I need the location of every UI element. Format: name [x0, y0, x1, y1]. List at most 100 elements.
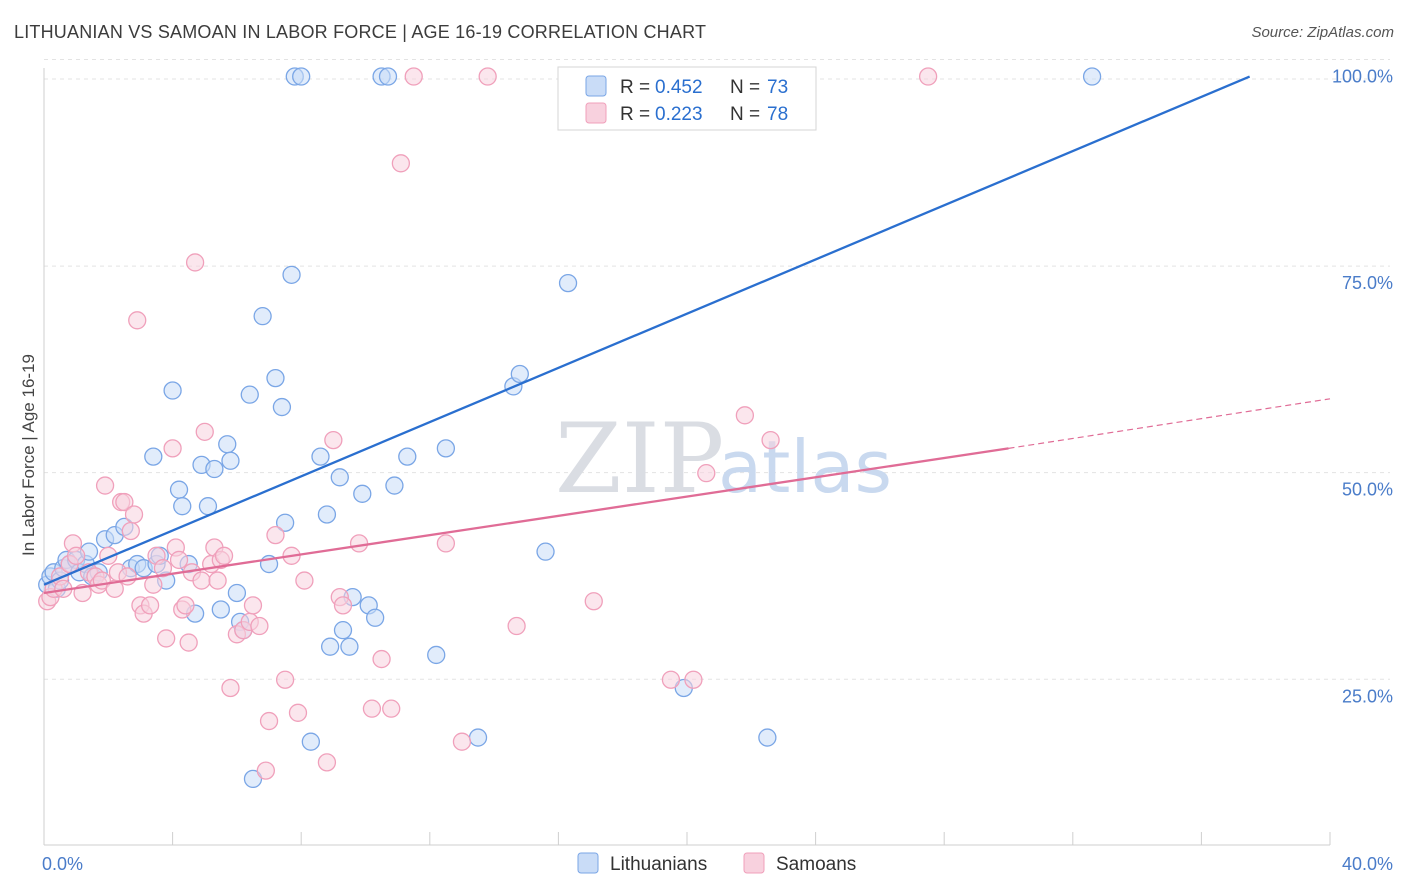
- data-point-samoans: [391, 154, 411, 173]
- data-point-samoans: [67, 546, 86, 565]
- data-point-samoans: [697, 464, 716, 483]
- data-point-samoans: [333, 596, 353, 615]
- legend-n-label-1: N =: [730, 77, 760, 98]
- data-point-samoans: [735, 406, 755, 425]
- data-point-samoans: [266, 525, 285, 545]
- data-point-samoans: [478, 67, 497, 86]
- data-point-lithuanians: [353, 484, 372, 503]
- y-tick-label: 50.0%: [1342, 480, 1393, 500]
- data-points: [38, 67, 1102, 789]
- data-point-lithuanians: [218, 435, 237, 454]
- data-point-lithuanians: [282, 265, 301, 284]
- legend-r-value-2: 0.223: [655, 104, 703, 125]
- data-point-samoans: [124, 505, 144, 524]
- legend-swatch-samoans: [585, 102, 607, 124]
- series-label-samoans: Samoans: [776, 854, 856, 875]
- x-tick-label: 40.0%: [1342, 854, 1393, 874]
- legend-r-label-1: R =: [620, 77, 650, 98]
- y-axis-label: In Labor Force | Age 16-19: [19, 354, 38, 556]
- data-point-lithuanians: [378, 67, 398, 86]
- data-point-lithuanians: [301, 732, 320, 751]
- data-point-lithuanians: [365, 608, 385, 627]
- legend-r-value-1: 0.452: [655, 77, 703, 98]
- data-point-lithuanians: [240, 385, 259, 404]
- data-point-samoans: [144, 575, 163, 594]
- data-point-lithuanians: [333, 621, 353, 640]
- data-point-samoans: [157, 629, 176, 648]
- chart-title: LITHUANIAN VS SAMOAN IN LABOR FORCE | AG…: [14, 22, 707, 42]
- data-point-samoans: [192, 571, 211, 590]
- data-point-samoans: [684, 670, 703, 689]
- trend-lines: [43, 75, 1331, 595]
- data-point-lithuanians: [227, 583, 247, 603]
- data-point-samoans: [250, 616, 269, 636]
- data-point-samoans: [382, 699, 401, 718]
- y-tick-label: 25.0%: [1342, 686, 1393, 706]
- y-tick-label: 75.0%: [1342, 273, 1393, 293]
- data-point-lithuanians: [205, 459, 224, 479]
- y-tick-labels: 25.0% 50.0% 75.0% 100.0%: [1332, 67, 1393, 707]
- data-point-lithuanians: [211, 600, 230, 619]
- data-point-samoans: [115, 492, 134, 512]
- data-point-samoans: [243, 596, 263, 615]
- data-point-lithuanians: [320, 637, 340, 656]
- series-legend: Lithuanians Samoans: [577, 852, 856, 875]
- data-point-samoans: [349, 534, 369, 553]
- data-point-samoans: [761, 430, 780, 450]
- data-point-samoans: [259, 711, 279, 731]
- data-point-lithuanians: [436, 439, 456, 458]
- data-point-samoans: [584, 592, 603, 611]
- series-swatch-samoans: [743, 852, 765, 874]
- source-label: Source: ZipAtlas.com: [1251, 24, 1394, 41]
- data-point-lithuanians: [758, 728, 777, 747]
- trend-line-samoans: [43, 447, 1009, 595]
- data-point-lithuanians: [1082, 67, 1102, 86]
- data-point-lithuanians: [398, 447, 417, 466]
- legend-n-label-2: N =: [730, 104, 760, 125]
- data-point-samoans: [176, 596, 195, 615]
- data-point-lithuanians: [173, 497, 192, 516]
- trend-line-extension-samoans: [1008, 398, 1331, 449]
- data-point-lithuanians: [243, 769, 263, 789]
- data-point-samoans: [436, 534, 456, 553]
- data-point-lithuanians: [317, 505, 337, 524]
- stats-legend: R = 0.452 N = 73 R = 0.223 N = 78: [557, 66, 817, 131]
- data-point-samoans: [317, 753, 337, 772]
- data-point-samoans: [362, 699, 382, 718]
- data-point-lithuanians: [427, 645, 446, 665]
- data-point-samoans: [295, 571, 314, 590]
- data-point-samoans: [128, 311, 147, 330]
- watermark-zip: ZIP: [555, 403, 724, 515]
- data-point-samoans: [372, 649, 391, 669]
- legend-swatch-lithuanians: [585, 75, 607, 97]
- data-point-lithuanians: [536, 542, 555, 561]
- legend-r-label-2: R =: [620, 104, 650, 125]
- data-point-lithuanians: [275, 513, 295, 532]
- data-point-lithuanians: [558, 273, 578, 293]
- data-point-samoans: [121, 521, 140, 541]
- legend-n-value-2: 78: [767, 104, 788, 125]
- data-point-lithuanians: [169, 480, 189, 499]
- data-point-samoans: [208, 571, 227, 590]
- grid: [44, 59, 1390, 680]
- data-point-samoans: [256, 761, 275, 780]
- data-point-samoans: [452, 732, 472, 751]
- data-point-lithuanians: [292, 67, 311, 86]
- data-point-lithuanians: [253, 307, 272, 326]
- trend-line-lithuanians: [43, 75, 1251, 586]
- data-point-samoans: [275, 670, 295, 689]
- data-point-lithuanians: [510, 364, 529, 384]
- data-point-samoans: [195, 422, 214, 441]
- y-tick-label: 100.0%: [1332, 67, 1393, 87]
- data-point-samoans: [95, 476, 115, 495]
- data-point-samoans: [221, 678, 240, 698]
- data-point-lithuanians: [385, 476, 404, 495]
- watermark: ZIP atlas: [555, 403, 892, 515]
- data-point-lithuanians: [221, 451, 240, 470]
- data-point-samoans: [179, 633, 198, 652]
- axes: [43, 68, 1331, 846]
- data-point-lithuanians: [144, 447, 163, 466]
- legend-n-value-1: 73: [767, 77, 788, 98]
- data-point-samoans: [140, 596, 160, 615]
